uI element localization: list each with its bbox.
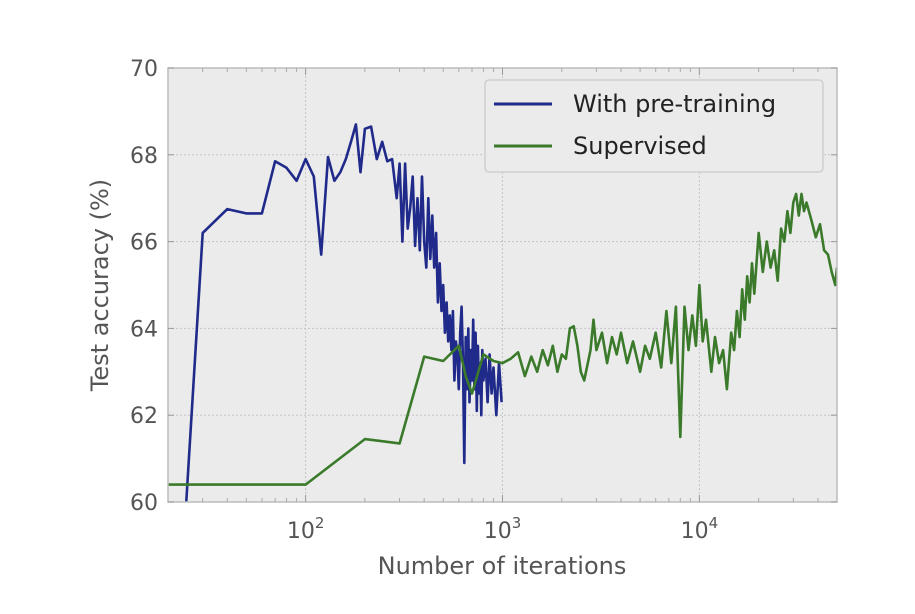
x-tick-label: 102: [287, 514, 325, 544]
y-tick-label: 68: [130, 144, 158, 169]
y-tick-label: 62: [130, 404, 158, 429]
series-lines: [168, 123, 837, 502]
x-axis-label: Number of iterations: [378, 552, 627, 580]
legend: With pre-training Supervised: [484, 79, 824, 173]
y-tick-label: 66: [130, 231, 158, 256]
axis-ticks: 60 62 64 66 68 70 102 103 104: [130, 57, 837, 544]
legend-box: [484, 79, 824, 173]
x-tick-label: 103: [484, 514, 522, 544]
y-tick-label: 64: [130, 317, 158, 342]
y-tick-label: 60: [130, 491, 158, 516]
y-tick-label: 70: [130, 57, 158, 82]
legend-label-with-pre-training: With pre-training: [573, 90, 776, 118]
series-line-with-pre-training: [184, 123, 503, 502]
y-axis-label: Test accuracy (%): [86, 179, 114, 392]
series-line-supervised: [168, 192, 837, 486]
x-tick-label: 104: [681, 514, 719, 544]
legend-label-supervised: Supervised: [573, 132, 707, 160]
